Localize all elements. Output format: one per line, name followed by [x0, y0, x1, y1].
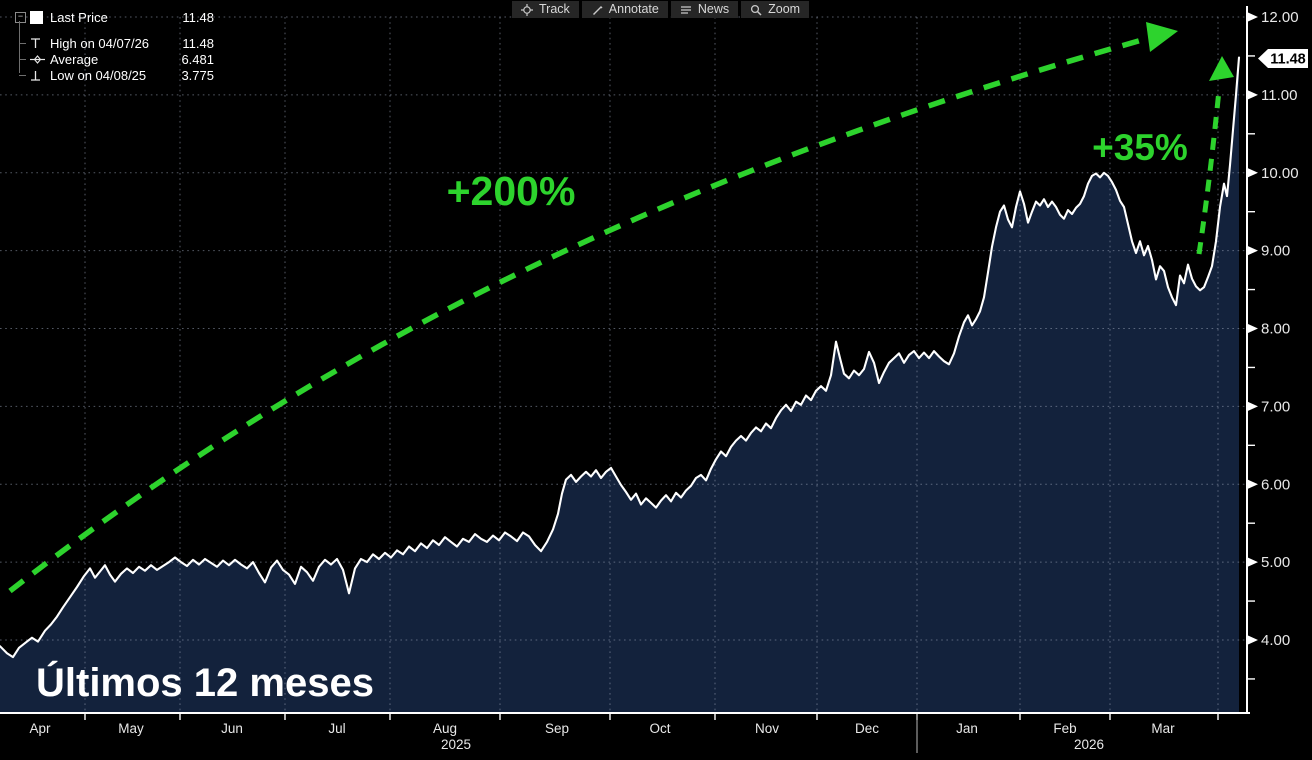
- x-month-label: Jan: [956, 721, 978, 736]
- news-button-label: News: [697, 2, 730, 16]
- last-price-tag-value: 11.48: [1270, 52, 1306, 68]
- y-major-tick-icon: [1248, 324, 1258, 333]
- annotate-button[interactable]: Annotate: [581, 1, 668, 18]
- y-axis-label: 6.00: [1261, 476, 1290, 493]
- legend-tree-stub: [19, 75, 26, 76]
- high-marker-icon: [31, 37, 40, 48]
- y-major-tick-icon: [1248, 401, 1258, 411]
- track-button[interactable]: Track: [512, 1, 579, 18]
- legend-row-high[interactable]: High on 04/07/26 11.48: [30, 35, 214, 51]
- x-month-label: Feb: [1053, 721, 1076, 736]
- y-axis: 12.00 11.00 10.00 9.00 8.00 7.00 6.00 5.00 4.00: [1246, 6, 1299, 714]
- zoom-button-label: Zoom: [768, 2, 801, 16]
- y-axis-label: 10.00: [1261, 165, 1299, 182]
- chart-caption: Últimos 12 meses: [36, 659, 374, 705]
- legend-tree-line: [19, 21, 20, 73]
- legend-value: 6.481: [181, 51, 214, 67]
- legend-value: 11.48: [182, 35, 214, 51]
- x-month-label: Aug: [433, 721, 457, 736]
- grid-layer: [0, 16, 1247, 712]
- arrowhead-up-icon: [1209, 56, 1234, 81]
- arrowhead-right-icon: [1146, 22, 1178, 52]
- track-button-label: Track: [539, 2, 570, 16]
- legend-row-average[interactable]: Average 6.481: [30, 51, 214, 67]
- x-month-label: Oct: [649, 721, 670, 736]
- legend-value: 11.48: [182, 9, 214, 25]
- legend-label: Average: [50, 51, 99, 67]
- x-month-label: May: [118, 721, 144, 736]
- y-axis-label: 7.00: [1261, 398, 1290, 415]
- y-major-tick-icon: [1248, 557, 1258, 567]
- legend-tree-stub: [19, 59, 26, 60]
- legend-collapse-icon[interactable]: −: [15, 12, 26, 23]
- price-line-layer: [0, 56, 1241, 659]
- y-axis-label: 8.00: [1261, 321, 1290, 338]
- news-lines-icon: [680, 5, 691, 14]
- price-line: [0, 56, 1241, 659]
- y-major-tick-icon: [1248, 90, 1258, 100]
- last-price-tag: 11.48: [1258, 49, 1308, 68]
- y-axis-label: 5.00: [1261, 554, 1290, 571]
- x-month-label: Nov: [755, 721, 779, 736]
- y-axis-label: 4.00: [1261, 632, 1290, 649]
- chart-legend: − Last Price 11.48 High on 04/07/26 11.4…: [6, 7, 214, 85]
- x-year-label: 2026: [1074, 737, 1104, 752]
- y-major-tick-icon: [1248, 168, 1258, 178]
- growth-arrow-200: [8, 22, 1178, 594]
- track-icon: [521, 3, 533, 16]
- x-month-label: Jul: [328, 721, 345, 736]
- x-year-label: 2025: [441, 737, 471, 752]
- y-major-tick-icon: [1248, 12, 1258, 22]
- legend-label: Low on 04/08/25: [50, 67, 147, 83]
- area-fill: [0, 57, 1239, 713]
- legend-row-last-price[interactable]: Last Price 11.48: [30, 9, 214, 25]
- y-axis-label: 11.00: [1261, 87, 1297, 104]
- zoom-magnifier-icon: [751, 4, 762, 16]
- y-major-tick-icon: [1248, 246, 1258, 256]
- legend-row-low[interactable]: Low on 04/08/25 3.775: [30, 67, 214, 83]
- legend-value: 3.775: [181, 67, 214, 83]
- x-axis: Apr May Jun Jul Aug Sep Oct Nov Dec Jan Feb Mar 2025…: [0, 712, 1250, 753]
- average-marker-icon: [30, 54, 45, 64]
- y-axis-label: 9.00: [1261, 243, 1290, 260]
- x-month-label: Dec: [855, 721, 879, 736]
- legend-label: High on 04/07/26: [50, 35, 150, 51]
- growth-arrow-35: [1196, 56, 1234, 255]
- zoom-button[interactable]: Zoom: [741, 1, 810, 18]
- news-button[interactable]: News: [670, 1, 739, 18]
- chart-toolbar: Track Annotate News Zoom: [512, 1, 810, 18]
- x-month-label: Sep: [545, 721, 569, 736]
- legend-tree-stub: [19, 43, 26, 44]
- y-axis-label: 12.00: [1261, 9, 1299, 26]
- legend-label: Last Price: [50, 9, 108, 25]
- last-price-swatch-icon: [30, 10, 43, 24]
- x-month-label: Mar: [1151, 721, 1175, 736]
- x-month-label: Apr: [29, 721, 51, 736]
- y-major-tick-icon: [1248, 635, 1258, 645]
- x-month-label: Jun: [221, 721, 243, 736]
- area-fill-layer: [0, 57, 1239, 713]
- low-marker-icon: [31, 70, 40, 81]
- annotate-pencil-icon: [592, 5, 603, 15]
- annotation-pct-recent: +35%: [1092, 127, 1188, 168]
- annotate-button-label: Annotate: [608, 2, 659, 16]
- y-major-tick-icon: [1248, 479, 1258, 489]
- annotation-pct-total: +200%: [447, 168, 576, 214]
